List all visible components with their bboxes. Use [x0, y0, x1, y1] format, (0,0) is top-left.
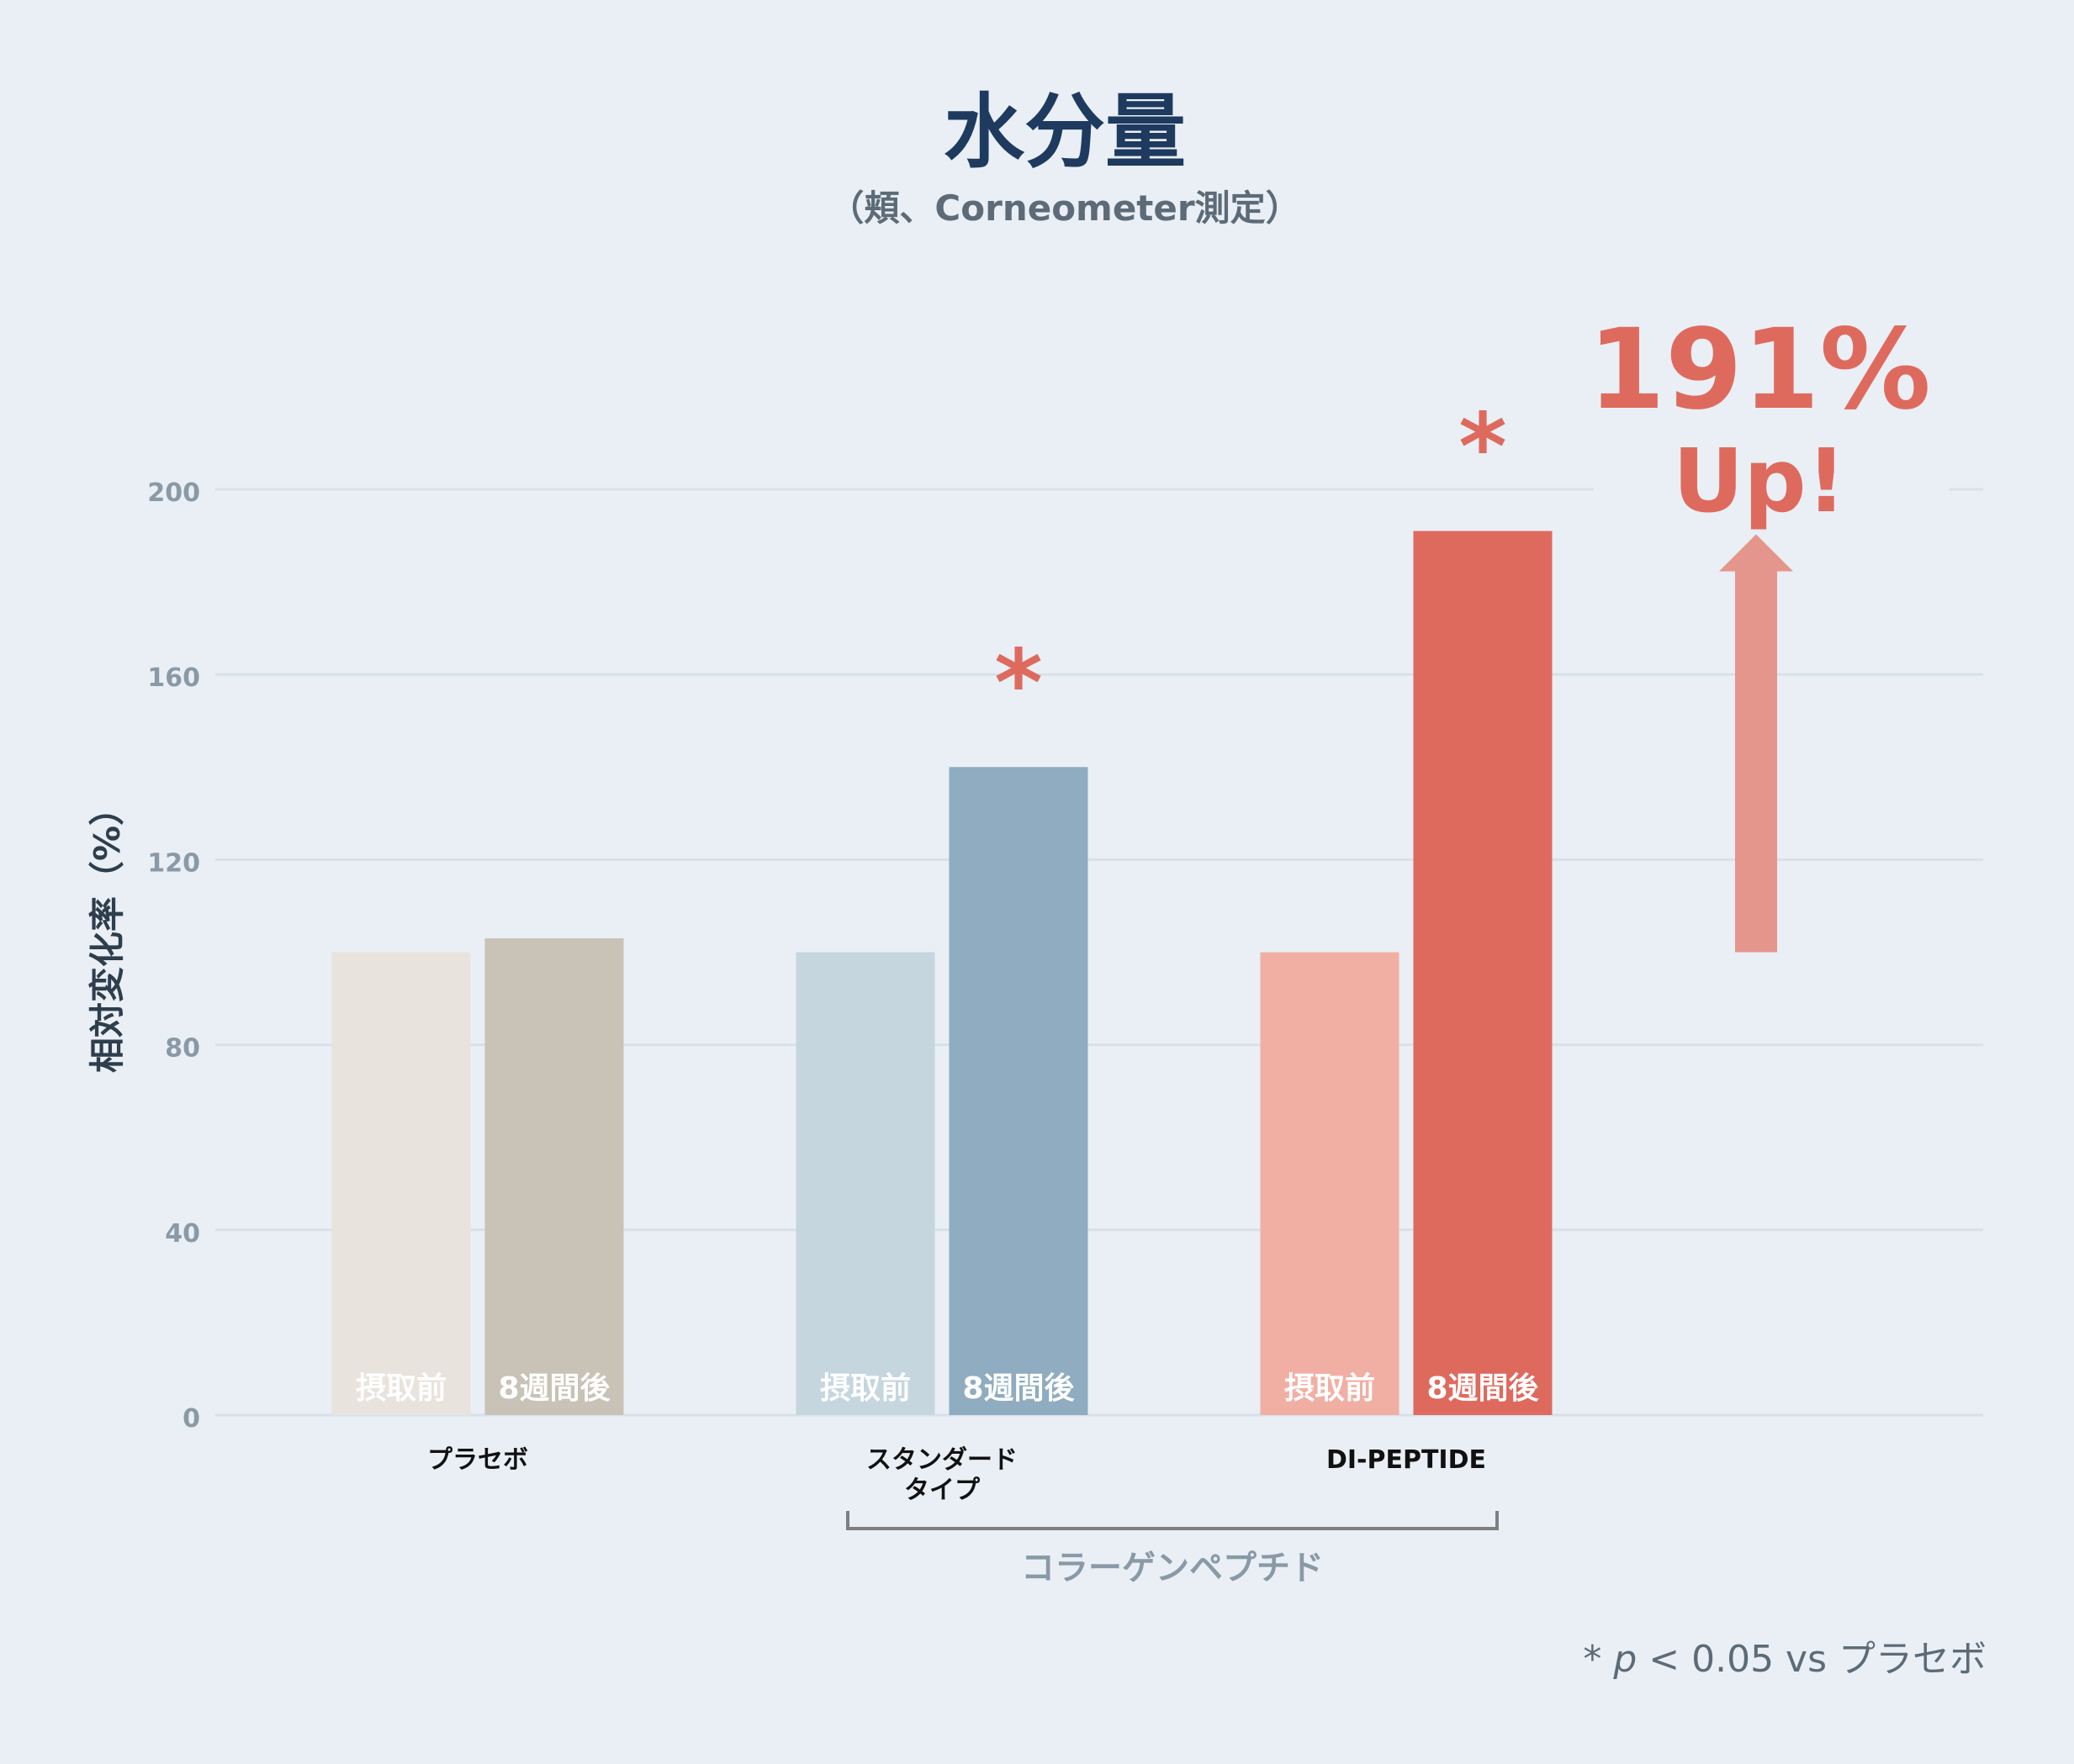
- bracket-line: [846, 1511, 1499, 1530]
- significance-mark: *: [1458, 393, 1507, 501]
- bar: [949, 767, 1088, 1415]
- bars: 摂取前 8週間後 摂取前 8週間後 * 摂取前 8週間後 *: [331, 393, 1553, 1416]
- bar-label: 8週間後: [1426, 1371, 1539, 1406]
- y-tick-label: 40: [165, 1219, 200, 1249]
- category-label: スタンダードタイプ: [866, 1445, 1018, 1505]
- y-tick-label: 200: [147, 478, 200, 508]
- y-tick-label: 160: [147, 663, 200, 693]
- bar: [796, 952, 935, 1415]
- bar: [331, 952, 471, 1415]
- bar: [1413, 531, 1553, 1416]
- callout: 191% Up!: [1588, 305, 1931, 953]
- category-label: プラセボ: [427, 1445, 528, 1475]
- chart-subtitle: （頬、Corneometer測定）: [828, 187, 1300, 229]
- bar: [1260, 952, 1399, 1415]
- category-labels: プラセボ スタンダードタイプ DI-PEPTIDE: [427, 1445, 1486, 1505]
- footnote: * p < 0.05 vs プラセボ: [1583, 1638, 1987, 1681]
- y-tick-label: 80: [165, 1034, 200, 1064]
- callout-arrow: [1719, 534, 1793, 953]
- bar-label: 摂取前: [820, 1371, 911, 1406]
- chart-title: 水分量: [944, 85, 1186, 179]
- bar-label: 8週間後: [498, 1371, 611, 1406]
- callout-text: Up!: [1673, 430, 1846, 532]
- category-label: DI-PEPTIDE: [1326, 1445, 1486, 1475]
- y-axis-ticks: 0 40 80 120 160 200: [147, 478, 200, 1434]
- bar: [484, 937, 624, 1415]
- bracket-label: コラーゲンペプチド: [1021, 1549, 1324, 1587]
- bar-label: 摂取前: [356, 1371, 447, 1406]
- gridlines: [215, 488, 1983, 1417]
- y-axis-label: 相対変化率（%）: [87, 790, 128, 1073]
- y-tick-label: 120: [147, 848, 200, 878]
- y-tick-label: 0: [183, 1404, 200, 1434]
- bar-label: 摂取前: [1284, 1371, 1375, 1406]
- callout-value: 191%: [1588, 305, 1931, 435]
- significance-mark: *: [994, 629, 1043, 737]
- bar-label: 8週間後: [962, 1371, 1075, 1406]
- collagen-bracket: コラーゲンペプチド: [846, 1511, 1499, 1587]
